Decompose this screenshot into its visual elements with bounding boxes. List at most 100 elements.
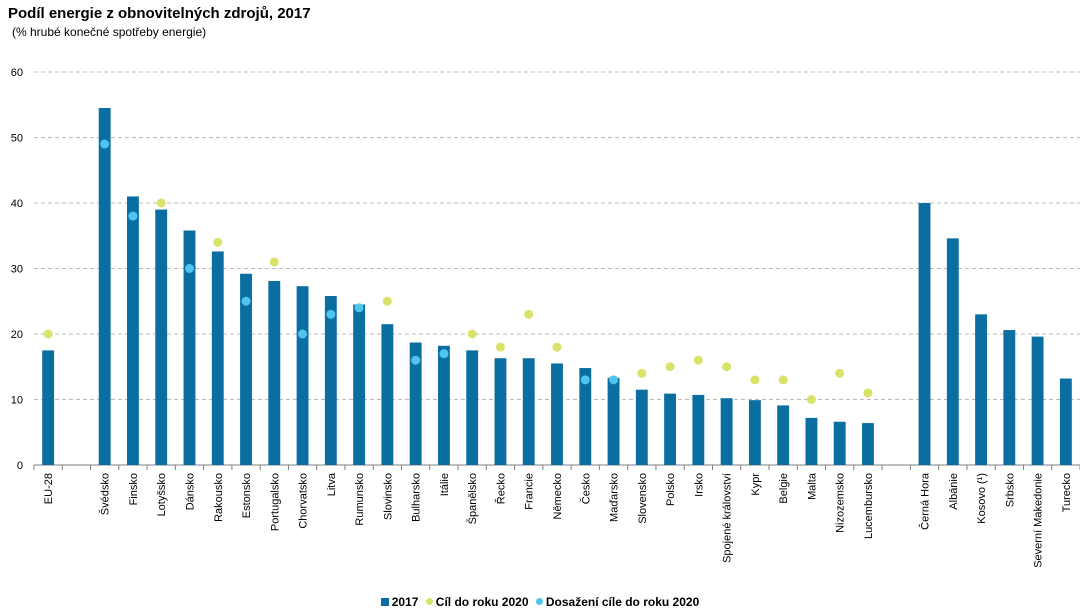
bar (494, 358, 507, 465)
x-tick-label: Slovinsko (382, 473, 394, 520)
x-tick-label: Polsko (665, 473, 677, 506)
target-achieved-marker (128, 211, 138, 221)
x-tick-label: Itálie (439, 473, 451, 496)
bar (466, 350, 479, 465)
bar (1031, 336, 1044, 465)
x-tick-label: Finsko (128, 473, 140, 505)
y-tick-label: 60 (11, 67, 23, 79)
target-2020-marker (43, 329, 53, 339)
bar (42, 350, 55, 465)
target-achieved-marker (326, 309, 336, 319)
x-tick-label: Nizozemsko (835, 473, 847, 533)
target-achieved-marker (298, 329, 308, 339)
x-tick-label: Řecko (494, 473, 507, 504)
legend-label-2017: 2017 (391, 595, 419, 609)
target-2020-marker (269, 257, 279, 267)
target-achieved-marker (241, 296, 251, 306)
bar (720, 398, 733, 465)
target-2020-marker (382, 296, 392, 306)
target-2020-marker (156, 198, 166, 208)
bar (1059, 378, 1072, 465)
target-2020-marker (495, 342, 505, 352)
y-tick-label: 10 (11, 395, 23, 407)
bar (1003, 330, 1016, 465)
x-tick-label: Estonsko (241, 473, 253, 518)
bar (381, 324, 394, 465)
legend-swatch-achieved (535, 598, 543, 605)
bar (833, 421, 846, 465)
bar (353, 304, 366, 465)
x-tick-label: Spojené království (722, 473, 734, 563)
x-tick-label: EU-28 (43, 473, 55, 504)
target-2020-marker (806, 395, 816, 404)
target-2020-marker (750, 375, 760, 385)
x-tick-label: Irsko (693, 473, 705, 497)
legend-label-target: Cíl do roku 2020 (435, 595, 529, 609)
x-tick-label: Maďarsko (609, 473, 621, 522)
bar (240, 273, 252, 465)
bar (777, 405, 790, 465)
x-tick-label: Lucembursko (863, 473, 875, 539)
target-2020-marker (552, 342, 562, 352)
target-2020-marker (835, 368, 845, 378)
target-achieved-marker (580, 375, 590, 385)
legend-item-2017: 2017 (380, 595, 419, 609)
bar (211, 251, 224, 465)
x-tick-label: Srbsko (1004, 473, 1016, 507)
target-2020-marker (693, 355, 703, 365)
legend-swatch-bar (380, 598, 389, 606)
x-tick-label: Rumunsko (354, 473, 366, 526)
bar (155, 209, 168, 465)
bar (437, 345, 450, 465)
y-tick-label: 40 (11, 198, 23, 210)
bar (975, 314, 987, 465)
bar (409, 342, 422, 465)
target-achieved-marker (609, 375, 619, 385)
x-tick-label: Dánsko (184, 473, 196, 510)
bar (918, 203, 931, 465)
bar (183, 230, 196, 465)
y-tick-label: 0 (17, 460, 23, 472)
legend-item-target: Cíl do roku 2020 (425, 595, 529, 609)
bar (664, 393, 677, 465)
x-tick-label: Turecko (1061, 473, 1073, 512)
bar (127, 196, 139, 465)
y-tick-label: 30 (11, 264, 23, 276)
x-tick-label: Španělsko (466, 473, 479, 524)
bar (748, 400, 761, 465)
target-achieved-marker (184, 264, 194, 273)
x-tick-label: Švédsko (99, 473, 112, 515)
legend-swatch-target (425, 598, 433, 605)
y-tick-label: 50 (11, 133, 23, 145)
bar (551, 363, 563, 465)
x-tick-label: Česko (579, 473, 592, 504)
target-2020-marker (863, 388, 873, 398)
bar (635, 389, 648, 465)
x-tick-label: Černá Hora (919, 472, 932, 530)
chart-subtitle: (% hrubé konečné spotřeby energie) (12, 25, 207, 39)
bar (296, 286, 309, 465)
bar (946, 238, 959, 465)
x-tick-label: Bulharsko (411, 473, 423, 522)
bar (579, 368, 592, 465)
x-tick-label: Francie (524, 473, 536, 510)
target-2020-marker (524, 309, 534, 319)
x-tick-label: Slovensko (637, 473, 649, 524)
bar (268, 280, 281, 465)
x-tick-label: Německo (552, 473, 564, 519)
target-2020-marker (722, 362, 732, 372)
bar (805, 417, 818, 465)
x-tick-label: Lotyšsko (156, 473, 168, 516)
bar (692, 394, 705, 465)
bar (324, 296, 337, 465)
x-tick-label: Rakousko (213, 473, 225, 522)
x-tick-label: Kypr (750, 473, 762, 496)
x-tick-label: Litva (326, 472, 338, 496)
bar (607, 377, 620, 465)
target-2020-marker (637, 368, 647, 378)
target-2020-marker (778, 375, 788, 385)
bar (862, 423, 874, 465)
x-tick-label: Malta (806, 472, 818, 500)
x-tick-label: Chorvatsko (298, 473, 310, 529)
x-tick-label: Kosovo (¹) (976, 473, 988, 524)
